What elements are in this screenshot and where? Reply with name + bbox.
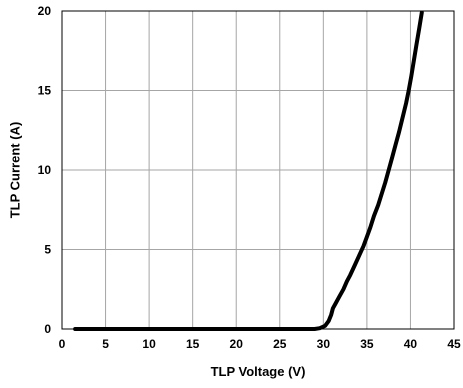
x-tick-label: 30 (317, 337, 331, 351)
x-tick-labels: 0 5 10 15 20 25 30 35 40 45 (59, 337, 461, 351)
y-tick-label: 0 (44, 322, 51, 336)
x-tick-label: 20 (230, 337, 244, 351)
x-tick-label: 0 (59, 337, 66, 351)
x-tick-label: 45 (447, 337, 461, 351)
y-tick-label: 10 (38, 163, 52, 177)
x-tick-label: 40 (404, 337, 418, 351)
x-tick-label: 35 (360, 337, 374, 351)
series-line (73, 10, 424, 331)
y-tick-labels: 0 5 10 15 20 (38, 4, 52, 336)
y-tick-label: 5 (44, 243, 51, 257)
grid (61, 10, 455, 330)
y-tick-label: 15 (38, 84, 52, 98)
x-tick-label: 5 (102, 337, 109, 351)
y-axis-title: TLP Current (A) (7, 122, 22, 219)
x-tick-label: 25 (273, 337, 287, 351)
x-axis-title: TLP Voltage (V) (211, 364, 306, 379)
y-tick-label: 20 (38, 4, 52, 18)
x-tick-label: 15 (186, 337, 200, 351)
x-tick-label: 10 (142, 337, 156, 351)
